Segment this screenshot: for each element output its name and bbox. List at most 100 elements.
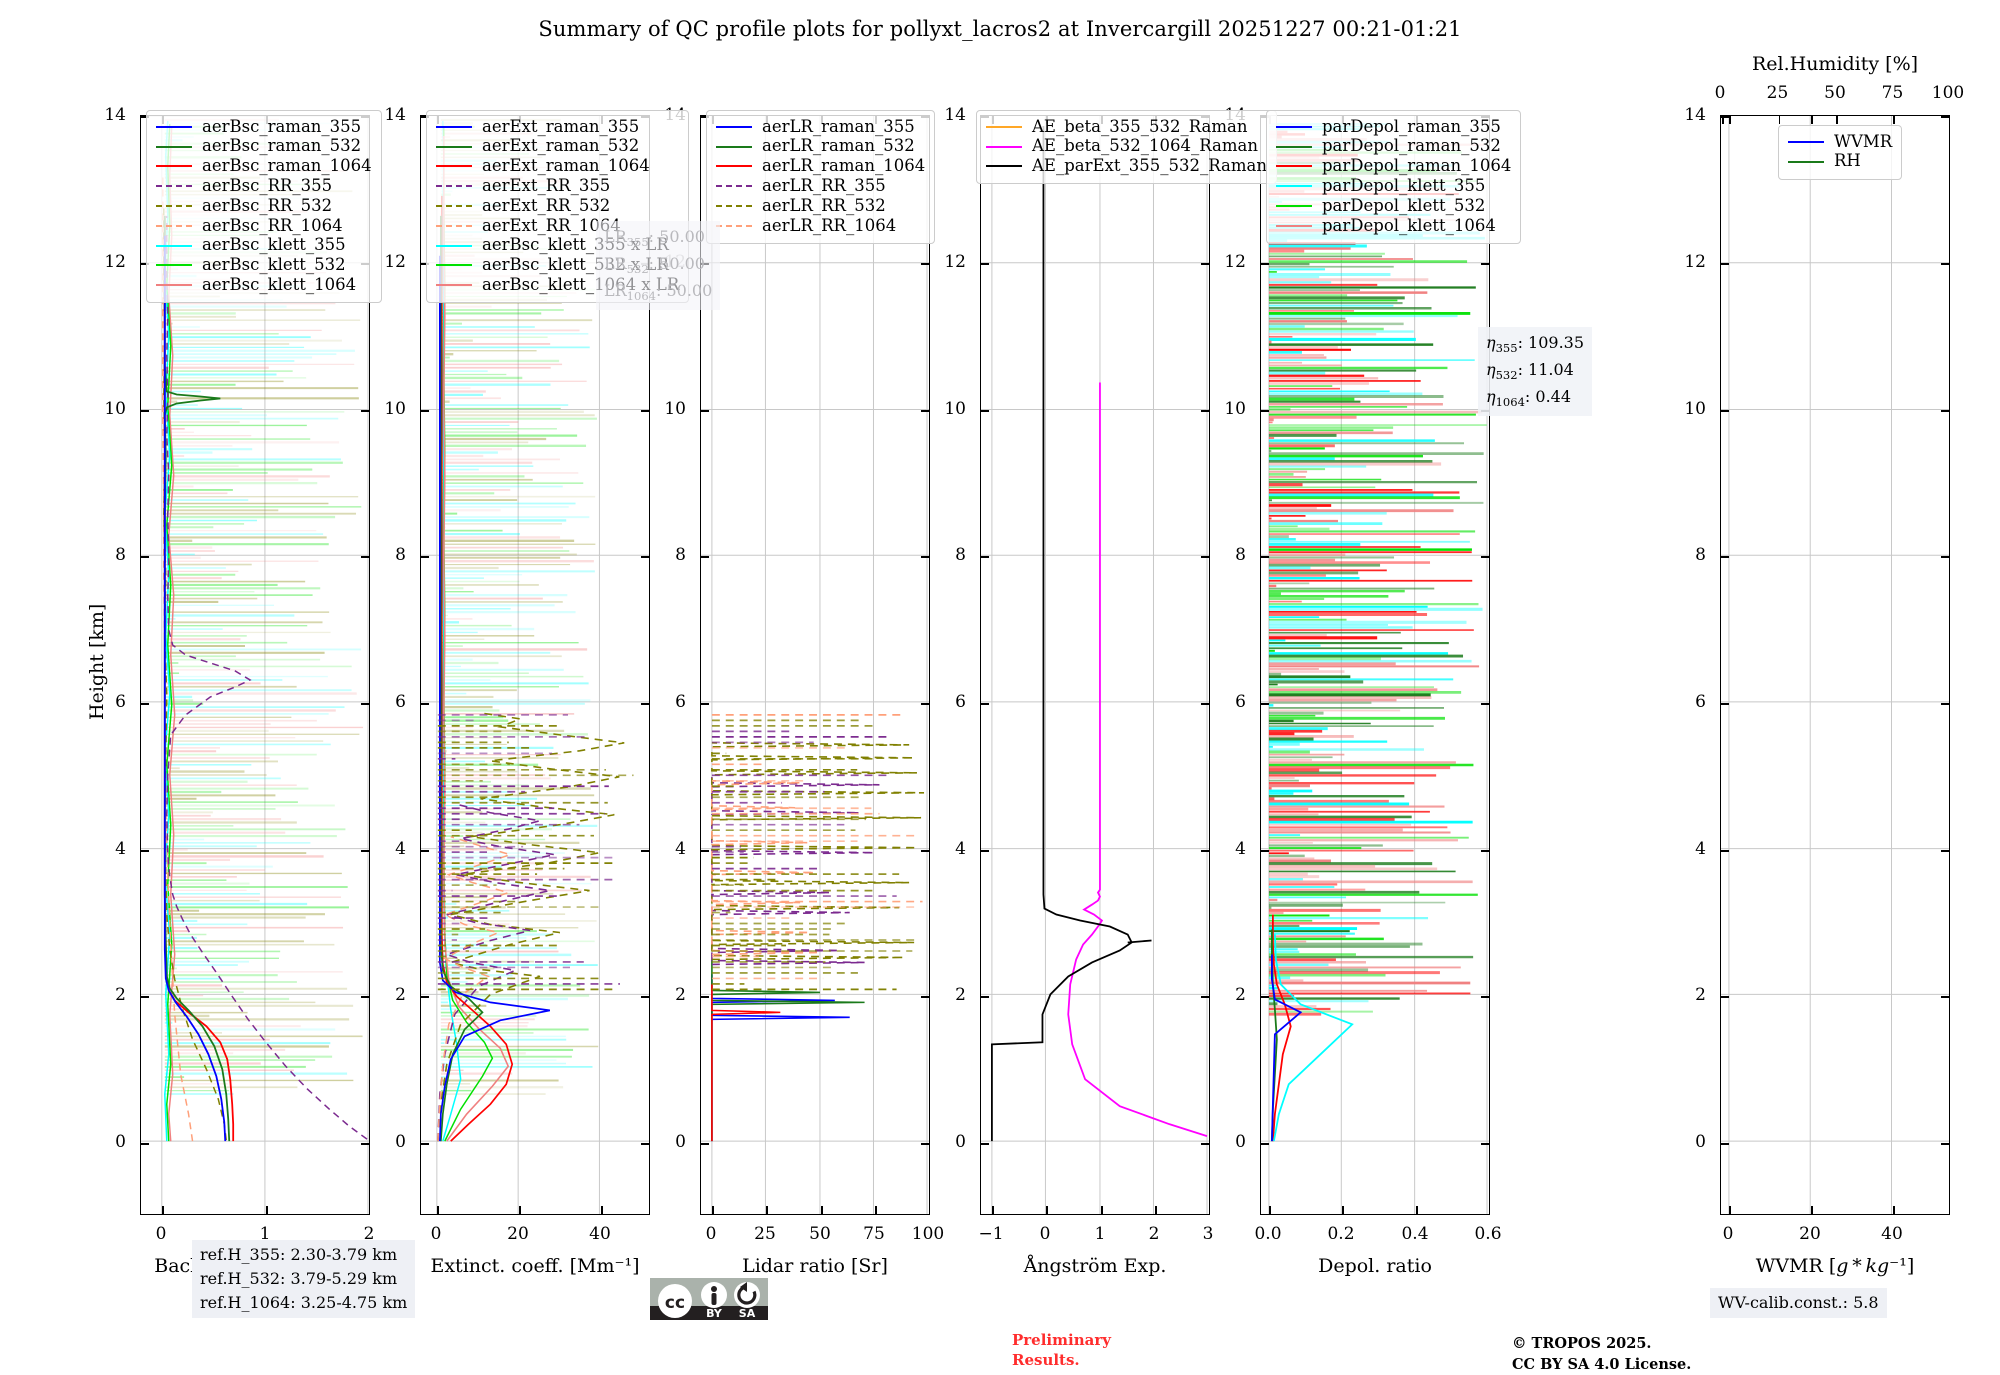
y-tick (1201, 1143, 1209, 1145)
y-tick-label: 2 (1235, 985, 1246, 1005)
legend-label: aerBsc_klett_1064 (202, 275, 357, 295)
x-tick (1811, 116, 1813, 124)
legend-swatch-aerbsc-raman-1064 (156, 165, 192, 168)
legend-swatch-pardepol-klett-355 (1276, 185, 1312, 188)
legend-label: aerExt_raman_532 (482, 136, 640, 156)
legend-item[interactable]: parDepol_klett_355 (1276, 176, 1511, 196)
y-tick-label: 2 (115, 985, 126, 1005)
footer-line: © TROPOS 2025. (1512, 1335, 1652, 1352)
legend-item[interactable]: aerBsc_RR_355 (156, 176, 372, 196)
y-tick (1721, 703, 1729, 705)
legend-label: AE_beta_355_532_Raman (1032, 116, 1248, 136)
y-tick-label: 8 (1695, 545, 1706, 565)
legend-item[interactable]: AE_beta_355_532_Raman (986, 117, 1267, 137)
legend-item[interactable]: aerBsc_klett_355 (156, 236, 372, 256)
legend-item[interactable]: aerLR_RR_355 (716, 176, 925, 196)
legend-item[interactable]: aerLR_RR_1064 (716, 216, 925, 236)
y-tick-label: 4 (115, 839, 126, 859)
legend-item[interactable]: WVMR (1788, 132, 1892, 152)
legend-swatch-aerlr-rr-532 (716, 205, 752, 208)
y-tick (641, 996, 649, 998)
legend-item[interactable]: AE_parExt_355_532_Raman (986, 157, 1267, 177)
y-tick (921, 996, 929, 998)
legend-item[interactable]: aerExt_RR_532 (436, 196, 679, 216)
panel-lidar-ratio: 024681012140255075100Lidar ratio [Sr]aer… (664, 105, 944, 1277)
legend-item[interactable]: aerBsc_klett_1064 (156, 275, 372, 295)
legend-item[interactable]: aerExt_raman_532 (436, 137, 679, 157)
x-tick (929, 1206, 930, 1214)
plot-curves-angstrom (981, 116, 1209, 1214)
x-tick (601, 1206, 603, 1214)
legend-item[interactable]: aerExt_raman_1064 (436, 157, 679, 177)
plot-area-lidar-ratio (700, 115, 930, 1215)
legend-item[interactable]: parDepol_klett_532 (1276, 196, 1511, 216)
x-tick (1269, 1206, 1271, 1214)
plot-curves-lidar-ratio (701, 116, 929, 1214)
y-tick (1481, 1143, 1489, 1145)
y-tick-label: 14 (384, 105, 406, 125)
legend-swatch-aerbsc-raman-355 (156, 125, 192, 128)
legend-item[interactable]: aerLR_raman_532 (716, 137, 925, 157)
legend-swatch-aerext-rr-1064 (436, 224, 472, 227)
y-tick (1261, 556, 1269, 558)
y-tick (421, 850, 429, 852)
legend-label: WVMR (1834, 131, 1893, 151)
legend-item[interactable]: aerLR_raman_355 (716, 117, 925, 137)
y-tick (1941, 1143, 1949, 1145)
x-tick (1811, 1206, 1813, 1214)
y-tick (921, 1143, 929, 1145)
legend-item[interactable]: aerExt_RR_355 (436, 176, 679, 196)
legend-item[interactable]: aerLR_RR_532 (716, 196, 925, 216)
legend-item[interactable]: aerBsc_raman_532 (156, 137, 372, 157)
y-tick-label: 8 (955, 545, 966, 565)
legend-label: parDepol_raman_355 (1322, 116, 1501, 136)
legend-item[interactable]: aerBsc_klett_532 (156, 256, 372, 276)
y-tick-label: 12 (384, 252, 406, 272)
x-tick-label: 40 (589, 1224, 611, 1244)
legend-item[interactable]: RH (1788, 152, 1892, 172)
top-x-tick-label: 25 (1766, 83, 1789, 103)
legend-item[interactable]: aerLR_raman_1064 (716, 157, 925, 177)
y-tick-label: 6 (675, 692, 686, 712)
page-title: Summary of QC profile plots for pollyxt_… (538, 17, 1462, 41)
y-tick-label: 0 (1235, 1132, 1246, 1152)
y-tick (1721, 263, 1729, 265)
y-tick (421, 703, 429, 705)
y-tick (921, 410, 929, 412)
legend-label: aerLR_RR_1064 (762, 215, 897, 235)
x-tick-label: 3 (1202, 1224, 1214, 1244)
x-axis-label: Lidar ratio [Sr] (742, 1255, 888, 1277)
legend-item[interactable]: aerBsc_raman_1064 (156, 157, 372, 177)
y-tick (1721, 556, 1729, 558)
x-tick-label: 1 (1094, 1224, 1106, 1244)
legend-swatch-aerext-rr-355 (436, 185, 472, 188)
x-tick-label: 0 (1722, 1224, 1734, 1244)
y-tick-label: 10 (384, 399, 406, 419)
legend-item[interactable]: aerBsc_RR_1064 (156, 216, 372, 236)
legend-item[interactable]: parDepol_raman_532 (1276, 137, 1511, 157)
y-tick (1941, 116, 1949, 118)
legend-item[interactable]: AE_beta_532_1064_Raman (986, 137, 1267, 157)
plot-area-wvmr-rh (1720, 115, 1950, 1215)
wv-calib-annotation: WV-calib.const.: 5.8 (1710, 1288, 1887, 1318)
legend-swatch-aerext-raman-532 (436, 145, 472, 148)
legend-item[interactable]: aerExt_RR_1064 (436, 216, 679, 236)
legend-item[interactable]: parDepol_klett_1064 (1276, 216, 1511, 236)
y-tick (981, 556, 989, 558)
legend-item[interactable]: aerBsc_RR_532 (156, 196, 372, 216)
legend-backscatter: aerBsc_raman_355 aerBsc_raman_532 aerBsc_r… (146, 110, 382, 304)
x-tick (992, 1206, 994, 1214)
legend-label: aerLR_RR_532 (762, 195, 886, 215)
y-tick-label: 10 (944, 399, 966, 419)
y-tick-label: 10 (1224, 399, 1246, 419)
y-tick-label: 8 (115, 545, 126, 565)
legend-item[interactable]: parDepol_raman_1064 (1276, 157, 1511, 177)
y-tick (1941, 850, 1949, 852)
y-tick (1941, 410, 1949, 412)
legend-item[interactable]: aerBsc_raman_355 (156, 117, 372, 137)
y-tick (701, 116, 709, 118)
legend-label: aerLR_raman_355 (762, 116, 915, 136)
legend-item[interactable]: parDepol_raman_355 (1276, 117, 1511, 137)
legend-item[interactable]: aerExt_raman_355 (436, 117, 679, 137)
